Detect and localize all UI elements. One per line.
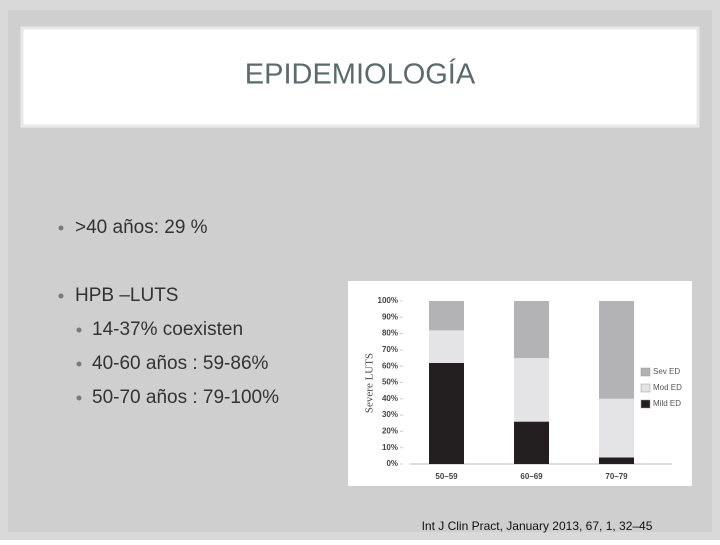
bullet: >40 años: 29 %: [75, 217, 208, 238]
legend-label: Mod ED: [653, 383, 682, 392]
sub-bullet: 40-60 años : 59-86%: [92, 353, 269, 374]
y-tick-label: 90%: [382, 312, 398, 321]
legend-swatch: [640, 399, 651, 409]
y-tick-label: 10%: [382, 443, 398, 452]
legend-swatch: [640, 367, 651, 377]
legend-swatch: [640, 383, 651, 393]
bar-segment: [599, 398, 634, 458]
y-tick-label: 20%: [382, 427, 398, 436]
bar-segment: [514, 358, 549, 422]
bullet-dot: [76, 327, 82, 333]
sub-bullet: 14-37% coexisten: [92, 319, 243, 340]
x-tick-label: 70–79: [605, 472, 628, 481]
bullet-dot: [58, 225, 64, 231]
bar-segment: [599, 457, 634, 464]
bar-segment: [429, 362, 464, 464]
x-tick-label: 60–69: [520, 472, 543, 481]
bullet-dot: [76, 361, 82, 367]
y-tick-label: 80%: [382, 329, 398, 338]
bullet-dot: [58, 293, 64, 299]
legend-label: Mild ED: [653, 399, 681, 408]
bar-segment: [429, 301, 464, 331]
citation: Int J Clin Pract, January 2013, 67, 1, 3…: [422, 519, 653, 533]
bar-segment: [429, 330, 464, 363]
title-box: [20, 26, 700, 128]
y-tick-label: 30%: [382, 410, 398, 419]
y-tick-label: 50%: [382, 378, 398, 387]
y-tick-label: 40%: [382, 394, 398, 403]
y-tick-label: 70%: [382, 345, 398, 354]
bullet: HPB –LUTS: [75, 285, 178, 306]
y-tick-label: 100%: [378, 296, 398, 305]
y-tick-label: 0%: [386, 459, 398, 468]
y-tick-label: 60%: [382, 361, 398, 370]
bullet-dot: [76, 395, 82, 401]
slide-title: EPIDEMIOLOGÍA: [245, 58, 476, 91]
x-tick-label: 50–59: [435, 472, 458, 481]
y-axis-label: Severe LUTS: [364, 353, 376, 413]
legend-label: Sev ED: [653, 367, 680, 376]
bar-segment: [514, 301, 549, 359]
bar-segment: [599, 301, 634, 399]
sub-bullet: 50-70 años : 79-100%: [92, 387, 279, 408]
bar-segment: [514, 421, 549, 464]
